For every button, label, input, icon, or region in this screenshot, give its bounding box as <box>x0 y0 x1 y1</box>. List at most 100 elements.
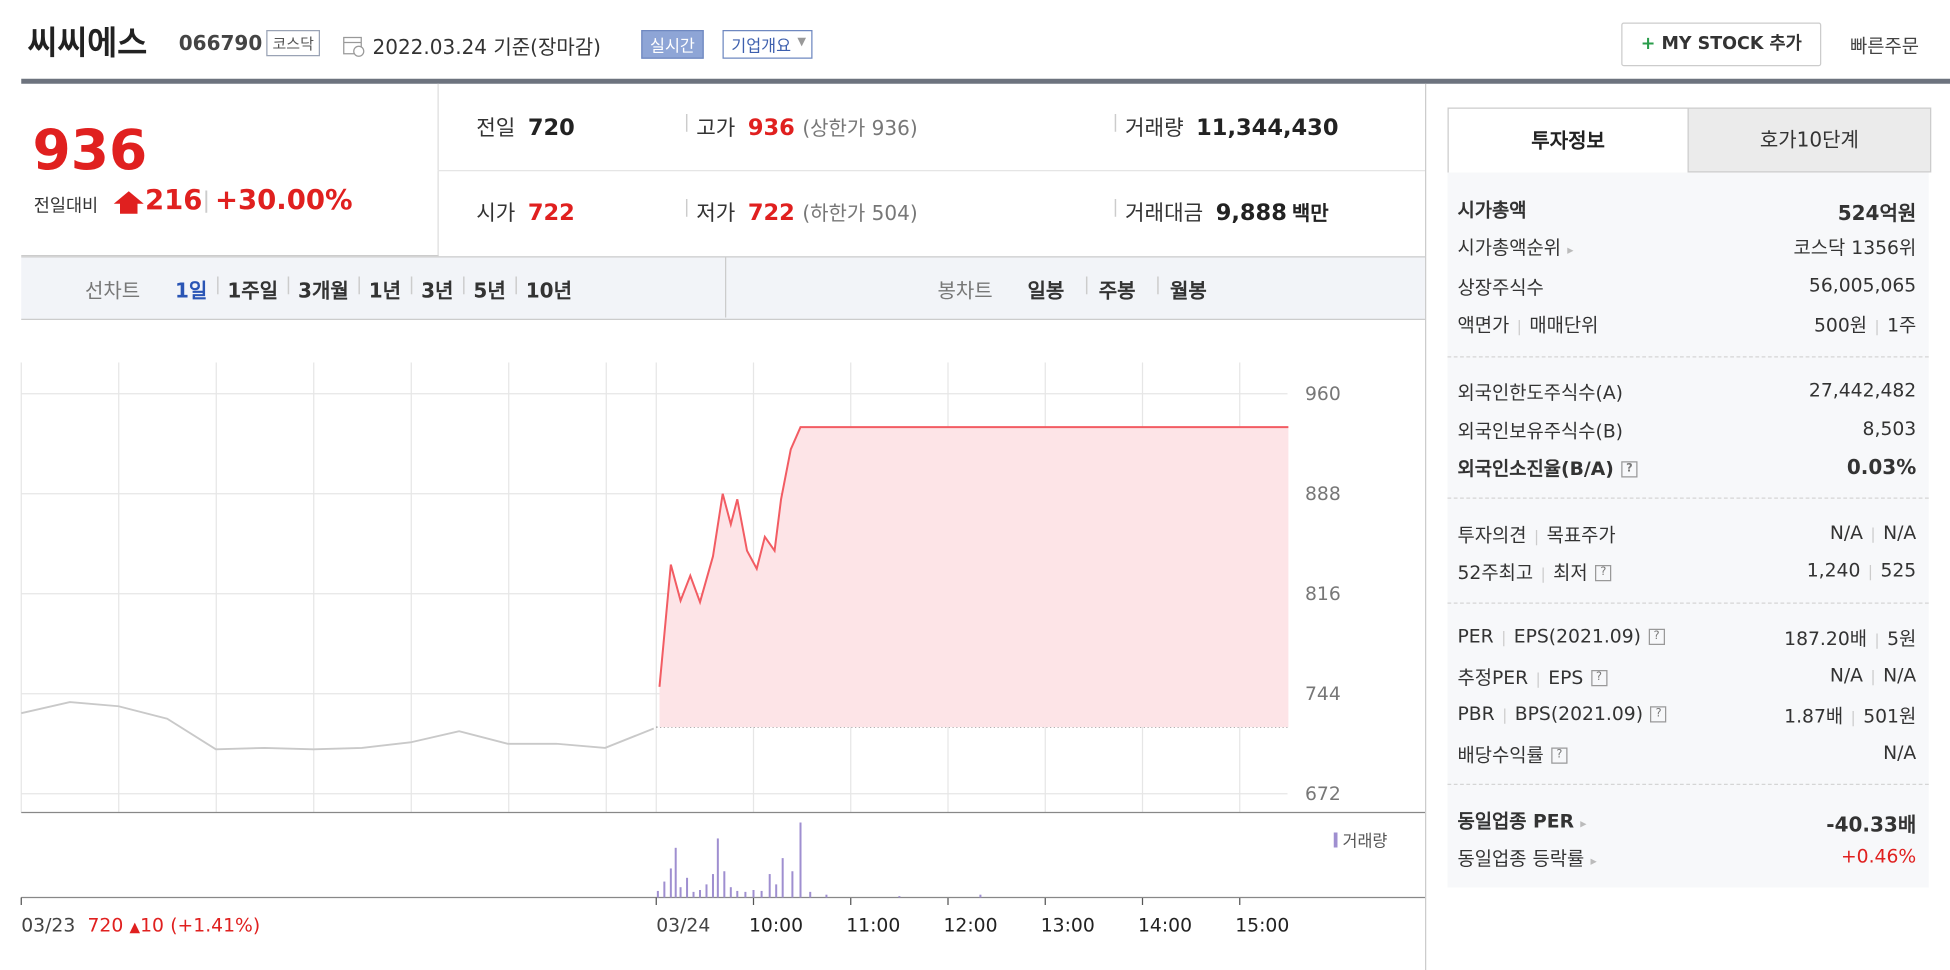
period-tab[interactable]: 5년 <box>473 278 506 303</box>
help-icon: ? <box>1621 461 1638 478</box>
row-labels: 시가총액 <box>1458 196 1527 222</box>
row-values: 187.20배 | 5원 <box>1784 625 1916 651</box>
arrow-icon: ▸ <box>1580 817 1587 832</box>
change-label: 전일대비 <box>33 196 99 217</box>
separator: | <box>1501 628 1507 647</box>
section-divider <box>1447 356 1929 358</box>
row-label: 상장주식수 <box>1457 276 1544 299</box>
row-label: EPS(2021.09) <box>1513 625 1641 648</box>
volume-bar <box>705 884 708 898</box>
info-row: 외국인소진율(B/A)? 0.03% <box>1458 455 1917 483</box>
volume-bar <box>716 838 719 898</box>
row-labels: 상장주식수 <box>1458 274 1544 300</box>
candle-chart-label: 봉차트 <box>937 278 993 303</box>
market-badge: 코스닥 <box>266 30 321 57</box>
info-row: 시가총액 524억원 <box>1458 196 1917 226</box>
change-rate: +30.00% <box>215 185 353 217</box>
row-labels: 투자의견 | 목표주가 <box>1458 521 1616 547</box>
x-tick-label: 15:00 <box>1235 915 1289 936</box>
volume-bar <box>736 890 739 898</box>
date-label: 03/23 <box>21 915 75 936</box>
volume-legend: 거래량 <box>1343 831 1388 850</box>
mystock-button[interactable]: + MY STOCK 추가 <box>1621 22 1822 67</box>
row-labels: 외국인소진율(B/A)? <box>1458 455 1638 481</box>
row-label: 최저 <box>1553 561 1588 584</box>
period-tab[interactable]: 3개월 <box>298 278 349 303</box>
candle-tab[interactable]: 월봉 <box>1170 278 1207 303</box>
info-row: PBR | BPS(2021.09)? 1.87배 | 501원 <box>1458 703 1917 731</box>
row-values: -40.33배 <box>1826 808 1916 838</box>
help-icon: ? <box>1551 747 1568 764</box>
row-value: 187.20배 <box>1784 627 1868 651</box>
candle-tab[interactable]: 일봉 <box>1027 278 1065 303</box>
period-tab[interactable]: 1주일 <box>227 278 279 303</box>
summary-item: 시가 722 <box>476 195 575 226</box>
row-divider <box>437 170 1425 172</box>
period-tab[interactable]: 1일 <box>175 278 208 303</box>
x-tick-label: 13:00 <box>1041 915 1095 936</box>
date-label: 03/24 <box>656 915 710 936</box>
quick-order[interactable]: 빠른주문 <box>1850 35 1920 58</box>
period-tab[interactable]: 3년 <box>421 278 454 303</box>
info-tab[interactable]: 투자정보 <box>1447 107 1689 173</box>
separator: | <box>1867 562 1873 581</box>
separator: | <box>1540 565 1546 583</box>
separator: | <box>683 112 690 133</box>
arrow-icon: ▸ <box>1567 243 1574 258</box>
separator: | <box>513 275 520 295</box>
row-label: PBR <box>1457 702 1495 726</box>
summary-value: 936 <box>747 115 795 142</box>
separator: | <box>1874 317 1880 336</box>
separator: | <box>1534 527 1540 546</box>
price-chart: 10:00 11:00 12:00 13:00 14:00 15:00 672 744 816 8… <box>20 362 1425 936</box>
summary-label: 거래량 <box>1125 116 1184 142</box>
info-row: 외국인보유주식수(B) 8,503 <box>1458 418 1917 446</box>
row-values: 0.03% <box>1847 455 1916 479</box>
volume-bar <box>799 822 802 898</box>
volume-bar <box>809 891 812 898</box>
volume-bar <box>752 890 755 898</box>
volume-bar <box>729 887 732 898</box>
candle-tab[interactable]: 주봉 <box>1098 278 1136 303</box>
row-labels: 배당수익률? <box>1458 741 1568 767</box>
help-icon: ? <box>1650 706 1667 723</box>
row-label: BPS(2021.09) <box>1514 702 1644 726</box>
info-row: 추정PER | EPS? N/A | N/A <box>1458 664 1917 692</box>
row-value: 0.03% <box>1846 455 1917 479</box>
row-label: 외국인소진율(B/A) <box>1457 457 1614 481</box>
base-date: 2022.03.24 기준(장마감) <box>372 35 601 59</box>
row-label: EPS <box>1548 666 1584 689</box>
summary-label: 거래대금 <box>1125 201 1204 227</box>
summary-label: 고가 <box>696 116 736 142</box>
price-area <box>659 427 1289 728</box>
overview-label: 기업개요 <box>731 37 792 57</box>
y-tick-label: 960 <box>1305 384 1341 405</box>
orderbook-tab[interactable]: 호가10단계 <box>1687 107 1932 173</box>
help-icon: ? <box>1590 670 1608 687</box>
period-tab[interactable]: 10년 <box>525 278 572 303</box>
volume-bar <box>825 894 828 898</box>
summary-item: | 고가 936 (상한가 936) <box>684 110 918 142</box>
y-tick-label: 672 <box>1305 784 1341 805</box>
row-label: 시가총액순위 <box>1457 236 1562 259</box>
help-icon: ? <box>1595 565 1612 582</box>
summary-unit: 백만 <box>1291 201 1329 225</box>
overview-button[interactable]: 기업개요 ▼ <box>722 30 813 59</box>
row-value: 1,240 <box>1806 558 1861 582</box>
row-value: 56,005,065 <box>1808 273 1917 297</box>
separator: | <box>1112 112 1119 133</box>
row-label: 52주최고 <box>1457 561 1534 584</box>
row-values: 524억원 <box>1838 196 1917 226</box>
x-tick-label: 12:00 <box>943 915 997 936</box>
volume-bar <box>744 891 747 898</box>
realtime-button[interactable]: 실시간 <box>641 30 704 59</box>
separator: | <box>1874 631 1880 649</box>
period-tab[interactable]: 1년 <box>368 278 402 303</box>
row-value: 코스닥 1356위 <box>1793 236 1917 259</box>
row-label: 배당수익률 <box>1457 743 1544 767</box>
row-labels: 외국인보유주식수(B) <box>1458 418 1624 444</box>
tab-divider <box>725 257 727 318</box>
row-values: 1,240 | 525 <box>1807 559 1917 582</box>
info-row: 시가총액순위 ▸ 코스닥 1356위 <box>1458 234 1917 262</box>
